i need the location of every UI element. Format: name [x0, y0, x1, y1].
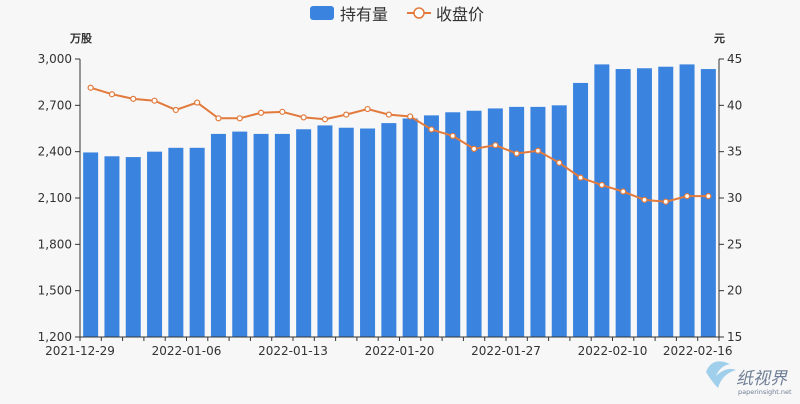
price-point-29	[705, 193, 712, 200]
bar-16	[423, 115, 439, 337]
bar-19	[487, 108, 503, 337]
bar-5	[189, 147, 205, 337]
bar-14	[381, 123, 397, 337]
price-point-8	[257, 109, 265, 116]
axes: 1,2001,5001,8002,1002,4002,7003,00015202…	[38, 52, 743, 358]
price-point-9	[279, 108, 286, 115]
bar-13	[360, 128, 376, 337]
bar-18	[466, 110, 482, 337]
right-tick-label-3: 30	[727, 191, 742, 205]
price-point-4	[172, 106, 179, 114]
legend-label-holdings[interactable]: 持有量	[340, 5, 388, 24]
price-point-24	[598, 181, 605, 189]
bar-25	[615, 69, 631, 338]
left-tick-label-6: 3,000	[38, 52, 72, 66]
bar-6	[210, 133, 226, 337]
bar-15	[402, 118, 418, 337]
watermark: 纸视界 paperinsight.net	[706, 361, 792, 396]
price-point-7	[236, 115, 243, 122]
price-point-15	[407, 113, 414, 120]
watermark-sub-text: paperinsight.net	[738, 388, 792, 396]
x-tick-label-1: 2022-01-06	[152, 344, 222, 358]
left-tick-label-0: 1,200	[38, 330, 72, 344]
line-series	[87, 84, 712, 205]
right-tick-label-0: 15	[727, 330, 742, 344]
bar-2	[125, 157, 141, 337]
price-point-16	[428, 126, 435, 133]
bar-12	[338, 127, 354, 337]
legend-label-price[interactable]: 收盘价	[436, 5, 484, 24]
price-point-2	[130, 95, 137, 102]
bar-8	[253, 133, 269, 337]
price-point-6	[215, 115, 222, 122]
x-tick-label-3: 2022-01-20	[365, 344, 435, 358]
bar-7	[232, 131, 248, 337]
bar-28	[679, 64, 695, 338]
right-tick-label-2: 25	[727, 237, 742, 251]
price-point-25	[620, 188, 627, 195]
x-tick-label-6: 2022-02-16	[663, 344, 733, 358]
price-point-14	[385, 111, 392, 118]
left-axis-unit: 万股	[69, 32, 93, 45]
watermark-text: 纸视界	[736, 369, 788, 389]
x-tick-label-4: 2022-01-27	[471, 344, 541, 358]
bar-21	[530, 106, 546, 337]
x-tick-label-2: 2022-01-13	[258, 344, 328, 358]
bar-0	[83, 152, 99, 337]
price-point-19	[492, 142, 499, 149]
bar-series	[83, 64, 716, 338]
price-point-1	[108, 91, 116, 98]
x-tick-label-5: 2022-02-10	[578, 344, 648, 358]
right-axis-unit: 元	[714, 32, 725, 45]
bar-11	[317, 125, 333, 338]
price-point-21	[534, 147, 542, 154]
left-tick-label-5: 2,700	[38, 98, 72, 112]
bar-17	[445, 112, 461, 338]
bar-24	[594, 64, 610, 338]
left-tick-label-2: 1,800	[38, 237, 72, 251]
price-point-28	[683, 193, 691, 200]
bar-4	[168, 147, 184, 337]
price-point-12	[343, 111, 350, 118]
bar-22	[551, 105, 567, 337]
price-point-26	[641, 196, 648, 203]
price-point-20	[513, 150, 520, 157]
bar-3	[147, 151, 163, 337]
left-tick-label-4: 2,400	[38, 145, 72, 159]
price-point-5	[194, 99, 201, 106]
right-tick-label-1: 20	[727, 284, 742, 298]
price-point-11	[321, 116, 329, 123]
bar-10	[296, 129, 312, 337]
price-point-22	[556, 159, 563, 166]
bar-23	[573, 82, 589, 337]
price-point-0	[87, 84, 94, 91]
bar-9	[274, 133, 290, 337]
x-tick-label-0: 2021-12-29	[45, 344, 115, 358]
legend[interactable]: 持有量 收盘价	[310, 5, 484, 24]
bar-20	[509, 106, 525, 337]
price-point-17	[449, 132, 456, 140]
price-point-3	[151, 97, 158, 104]
right-tick-label-5: 40	[727, 98, 742, 112]
watermark-logo-icon	[706, 361, 736, 388]
legend-swatch-holdings[interactable]	[310, 6, 334, 20]
price-point-13	[364, 105, 371, 113]
price-line	[90, 86, 709, 203]
left-tick-label-3: 2,100	[38, 191, 72, 205]
left-tick-label-1: 1,500	[38, 284, 72, 298]
right-tick-label-6: 45	[727, 52, 742, 66]
right-tick-label-4: 35	[727, 145, 742, 159]
bar-29	[700, 69, 716, 338]
price-point-27	[662, 198, 669, 205]
price-point-23	[577, 174, 584, 181]
price-point-18	[470, 145, 478, 152]
price-point-10	[300, 114, 307, 121]
bar-1	[104, 156, 120, 337]
legend-swatch-price-dot[interactable]	[413, 7, 425, 19]
